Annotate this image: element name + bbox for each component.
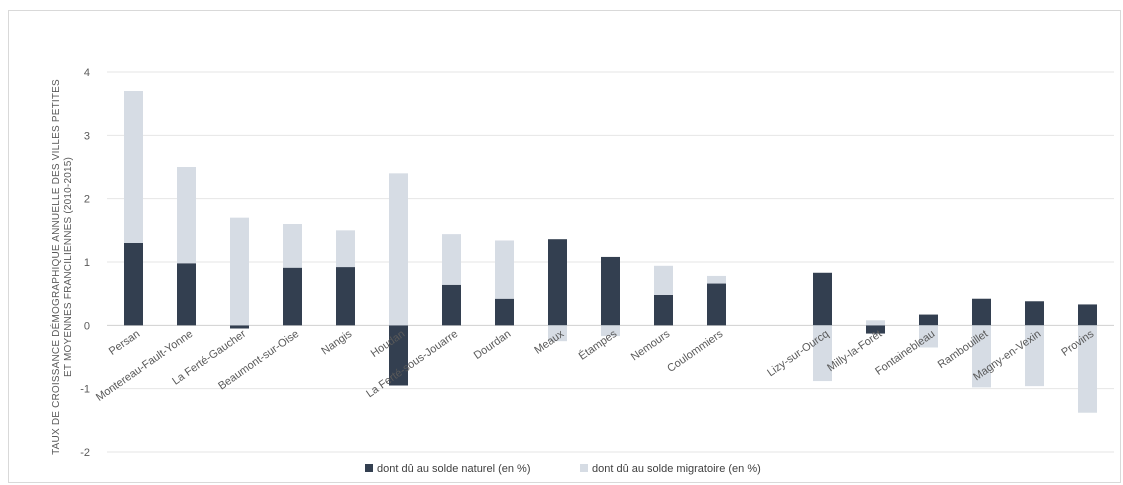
bar-segment-natural: [442, 284, 461, 326]
legend-swatch: [580, 464, 588, 472]
y-tick-label: -2: [80, 447, 90, 459]
y-tick-label: 3: [84, 130, 90, 142]
bar-segment-migratory: [1078, 325, 1097, 413]
y-axis-ticks: 4 3 2 1 0 -1 -2: [80, 67, 90, 459]
bar-segment-migratory: [654, 265, 673, 295]
legend-label: dont dû au solde naturel (en %): [377, 463, 531, 475]
bar-segment-natural: [1078, 304, 1097, 326]
y-axis-title-line: ET MOYENNES FRANCILIENNES (2010-2015): [63, 157, 74, 377]
chart-frame: 4 3 2 1 0 -1 -2 TAUX DE CROISSANCE DÉMOGRAPHIQ…: [8, 10, 1121, 483]
bar-segment-natural: [124, 243, 143, 326]
bar-segment-natural: [919, 314, 938, 326]
legend-swatch: [365, 464, 373, 472]
y-tick-label: -1: [80, 384, 90, 396]
y-tick-label: 2: [84, 194, 90, 206]
bar-segment-migratory: [177, 167, 196, 264]
bar-segment-natural: [336, 267, 355, 326]
bar-segment-migratory: [707, 275, 726, 284]
bar-segment-natural: [654, 294, 673, 326]
bar-segment-migratory: [1025, 325, 1044, 387]
bars: [124, 91, 1097, 413]
y-tick-label: 4: [84, 67, 90, 79]
category-label: La Ferté-sous-Jouarre: [364, 328, 460, 400]
bar-segment-natural: [548, 239, 567, 326]
bar-segment-migratory: [124, 91, 143, 243]
bar-segment-natural: [707, 283, 726, 326]
category-label: Fontainebleau: [873, 328, 937, 378]
y-axis-title-line: TAUX DE CROISSANCE DÉMOGRAPHIQUE ANNUELL…: [49, 79, 62, 455]
y-axis-label: TAUX DE CROISSANCE DÉMOGRAPHIQUE ANNUELL…: [49, 79, 74, 455]
bar-segment-natural: [495, 298, 514, 326]
bar-segment-migratory: [548, 325, 567, 342]
stacked-bar-chart: 4 3 2 1 0 -1 -2 TAUX DE CROISSANCE DÉMOGRAPHIQ…: [49, 67, 1114, 475]
bar-segment-natural: [813, 272, 832, 326]
category-label: Nangis: [319, 328, 354, 358]
bar-segment-migratory: [442, 234, 461, 285]
y-tick-label: 0: [84, 320, 90, 332]
category-label: Dourdan: [472, 328, 513, 362]
bar-segment-migratory: [601, 325, 620, 337]
bar-segment-migratory: [919, 325, 938, 348]
bar-segment-migratory: [495, 240, 514, 299]
bar-segment-natural: [177, 263, 196, 326]
category-label: Étampes: [576, 327, 619, 363]
bar-segment-natural: [283, 267, 302, 326]
category-label: Montereau-Fault-Yonne: [94, 328, 195, 404]
bar-segment-migratory: [389, 173, 408, 326]
bar-segment-natural: [972, 298, 991, 326]
bar-segment-natural: [389, 325, 408, 386]
bar-segment-migratory: [813, 325, 832, 382]
legend-label: dont dû au solde migratoire (en %): [592, 463, 761, 475]
category-label: Persan: [107, 328, 142, 358]
y-tick-label: 1: [84, 257, 90, 269]
bar-segment-migratory: [866, 320, 885, 326]
legend: dont dû au solde naturel (en %) dont dû a…: [365, 463, 761, 475]
bar-segment-natural: [601, 256, 620, 326]
bar-segment-migratory: [972, 325, 991, 388]
category-label: Nemours: [629, 328, 673, 364]
bar-segment-migratory: [283, 224, 302, 268]
category-label: Coulommiers: [665, 328, 725, 375]
bar-segment-migratory: [230, 217, 249, 326]
bar-segment-natural: [866, 325, 885, 334]
bar-segment-natural: [1025, 301, 1044, 326]
bar-segment-migratory: [336, 230, 355, 268]
bar-segment-natural: [230, 325, 249, 329]
